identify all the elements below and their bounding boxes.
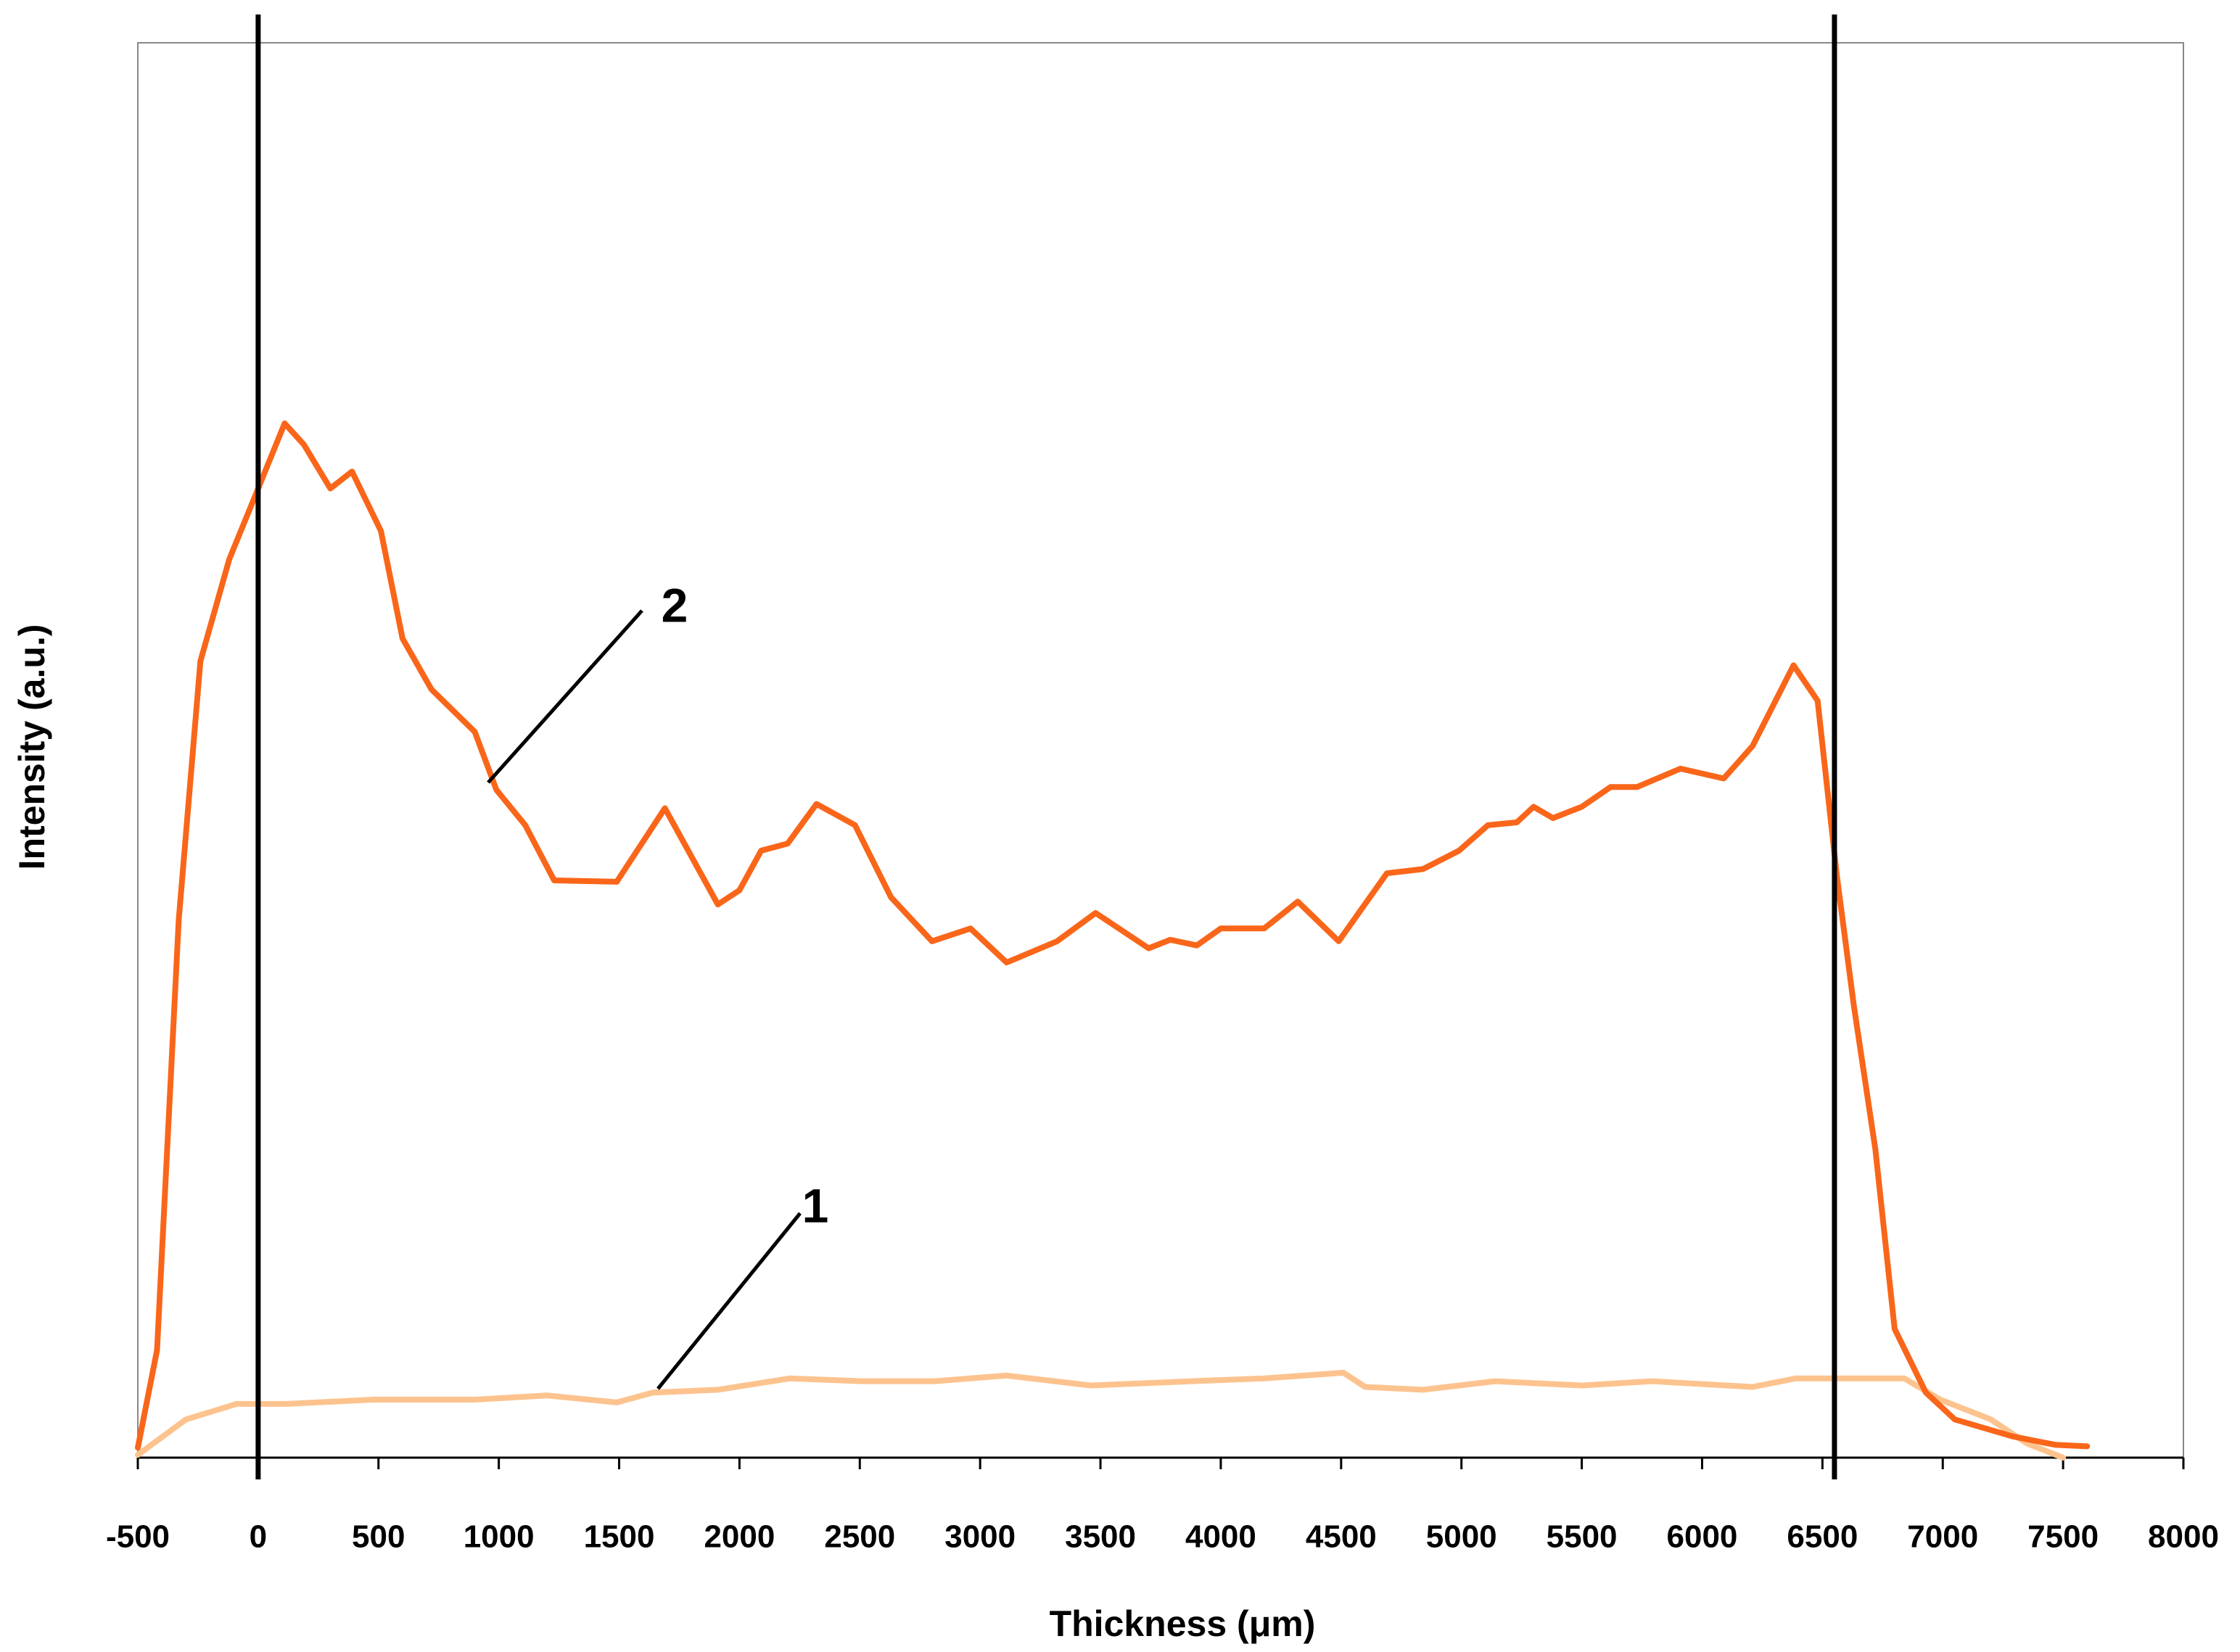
x-tick-label: 3000 xyxy=(944,1519,1016,1555)
x-tick-label: 1500 xyxy=(584,1519,655,1555)
series-label: 1 xyxy=(802,1178,829,1232)
x-tick-label: 0 xyxy=(250,1519,267,1555)
x-tick-label: 6500 xyxy=(1787,1519,1858,1555)
x-tick-label: 3500 xyxy=(1065,1519,1136,1555)
x-tick-label: 8000 xyxy=(2148,1519,2219,1555)
x-tick-label: 1000 xyxy=(464,1519,535,1555)
x-tick-label: 7000 xyxy=(1907,1519,1978,1555)
x-tick-label: 4000 xyxy=(1185,1519,1256,1555)
x-tick-label: 5500 xyxy=(1547,1519,1618,1555)
x-tick-label: 4500 xyxy=(1306,1519,1377,1555)
y-axis-title: Intensity (a.u.) xyxy=(12,624,52,870)
x-tick-label: 2500 xyxy=(824,1519,895,1555)
x-tick-label: 2000 xyxy=(704,1519,775,1555)
x-tick-label: 500 xyxy=(352,1519,405,1555)
x-tick-label: -500 xyxy=(106,1519,170,1555)
leader-line xyxy=(656,1212,802,1390)
line-series xyxy=(135,420,2091,1451)
x-tick-label: 5000 xyxy=(1426,1519,1497,1555)
line-series xyxy=(135,1369,2067,1461)
x-tick-label: 6000 xyxy=(1667,1519,1738,1555)
leader-line xyxy=(487,609,643,784)
series-label: 2 xyxy=(662,578,688,632)
x-axis-title: Thickness (μm) xyxy=(1050,1603,1316,1644)
x-tick-label: 7500 xyxy=(2027,1519,2099,1555)
